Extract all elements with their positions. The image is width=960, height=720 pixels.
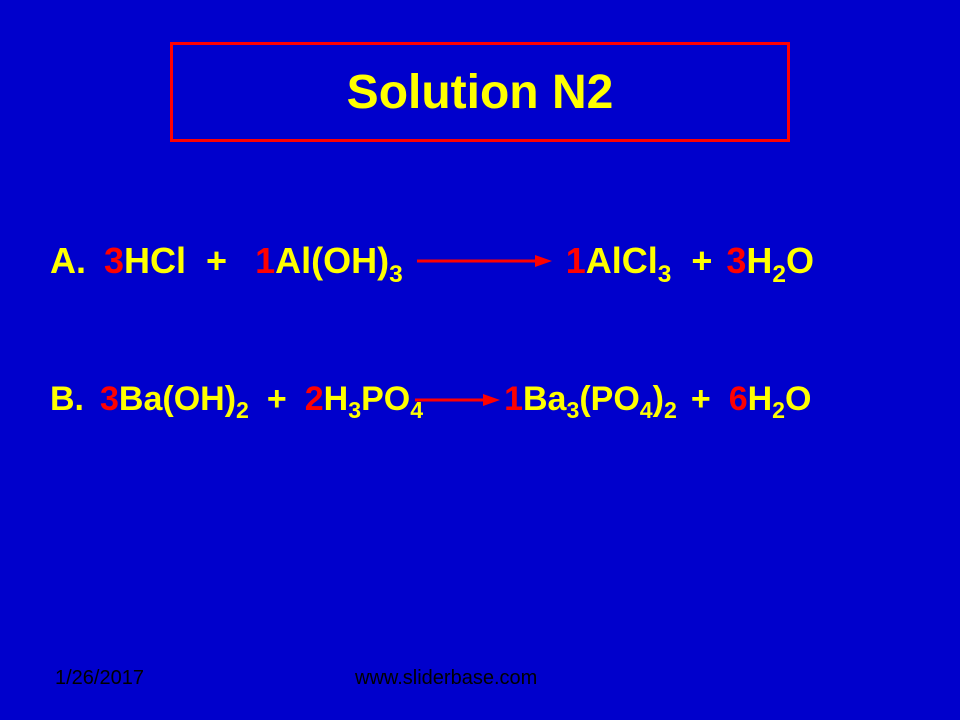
equation-a: A. 3HCl + 1Al(OH)3 1AlCl3 + 3H2O [50,240,814,282]
reaction-arrow-icon [415,390,500,410]
eq-b-reactant2: 2H3PO4 [305,380,423,419]
plus-sign: + [206,240,227,282]
plus-sign: + [691,240,712,282]
footer-url: www.sliderbase.com [355,667,537,690]
reaction-arrow-icon [417,251,552,271]
eq-a-reactant1: 3HCl [104,240,186,282]
footer-date: 1/26/2017 [55,667,144,690]
slide-container: Solution N2 A. 3HCl + 1Al(OH)3 1AlCl3 + … [0,0,960,720]
eq-b-product1: 1Ba3(PO4)2 [504,380,677,419]
eq-a-product1: 1AlCl3 [566,240,672,282]
plus-sign: + [267,380,287,419]
equation-b-label: B. [50,380,84,419]
eq-a-reactant2: 1Al(OH)3 [255,240,403,282]
eq-a-product2: 3H2O [726,240,814,282]
slide-title: Solution N2 [347,65,614,120]
equation-b: B. 3Ba(OH)2 + 2H3PO4 1Ba3(PO4)2 + 6H2O [50,380,811,419]
plus-sign: + [691,380,711,419]
equation-a-label: A. [50,240,86,282]
eq-b-product2: 6H2O [729,380,812,419]
title-box: Solution N2 [170,42,790,142]
eq-b-reactant1: 3Ba(OH)2 [100,380,249,419]
